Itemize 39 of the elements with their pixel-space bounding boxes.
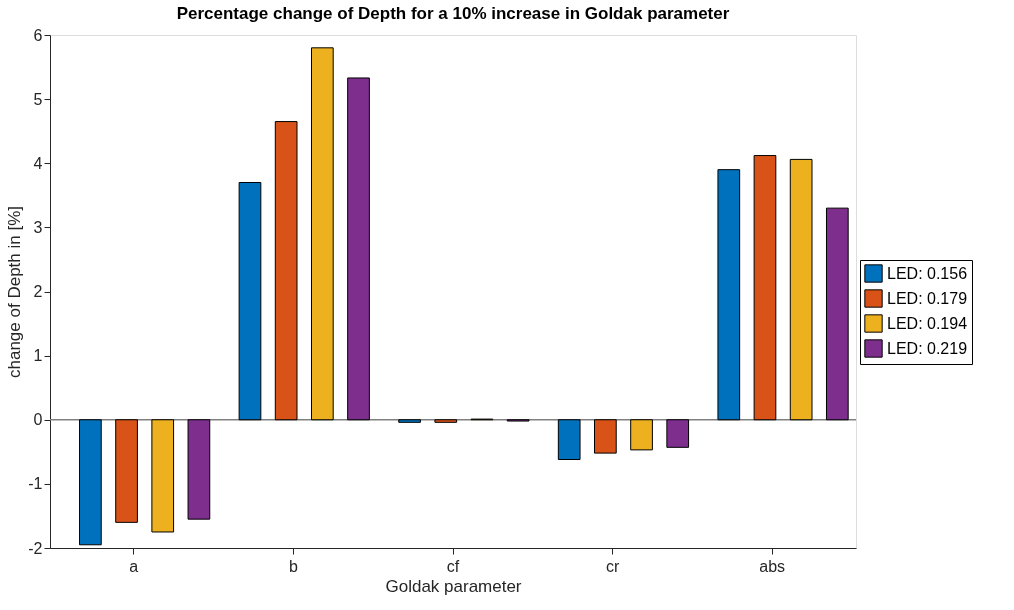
legend-label: LED: 0.219 [887, 339, 968, 357]
y-tick-label: -2 [28, 539, 43, 557]
bar [630, 419, 653, 451]
y-tick-label: 5 [33, 90, 43, 108]
bar [753, 155, 777, 421]
x-tick-label: cf [446, 557, 460, 575]
y-axis-title: change of Depth in [%] [5, 205, 25, 379]
bar [347, 77, 370, 421]
y-tick-label: 1 [33, 347, 43, 365]
y-tick-label: 2 [33, 283, 43, 300]
bar [238, 181, 262, 421]
bar [666, 419, 690, 448]
bar [825, 207, 849, 421]
legend-label: LED: 0.194 [887, 314, 968, 332]
bar [717, 169, 741, 421]
x-axis-title: Goldak parameter [385, 576, 522, 596]
bar [434, 419, 458, 423]
bar [115, 419, 138, 523]
legend-label: LED: 0.179 [887, 289, 968, 307]
x-tick-label: abs [759, 557, 786, 575]
x-tick-label: a [129, 557, 139, 575]
bar [557, 419, 581, 461]
bar [310, 47, 334, 421]
bar [274, 121, 298, 421]
bar [151, 419, 175, 533]
y-tick-label: 4 [33, 154, 43, 172]
y-tick-label: 6 [33, 26, 43, 44]
y-tick-label: -1 [28, 475, 43, 493]
bar [789, 158, 813, 421]
bar [187, 419, 211, 520]
y-tick-label: 3 [33, 218, 43, 236]
y-tick-label: 0 [33, 411, 43, 429]
bar [79, 419, 102, 546]
x-tick-label: b [288, 557, 298, 575]
legend-label: LED: 0.156 [887, 264, 968, 282]
bar [594, 419, 617, 454]
x-tick-label: cr [605, 557, 620, 575]
chart-title: Percentage change of Depth for a 10% increase in Goldak parameter [176, 4, 730, 23]
bar [398, 419, 421, 423]
